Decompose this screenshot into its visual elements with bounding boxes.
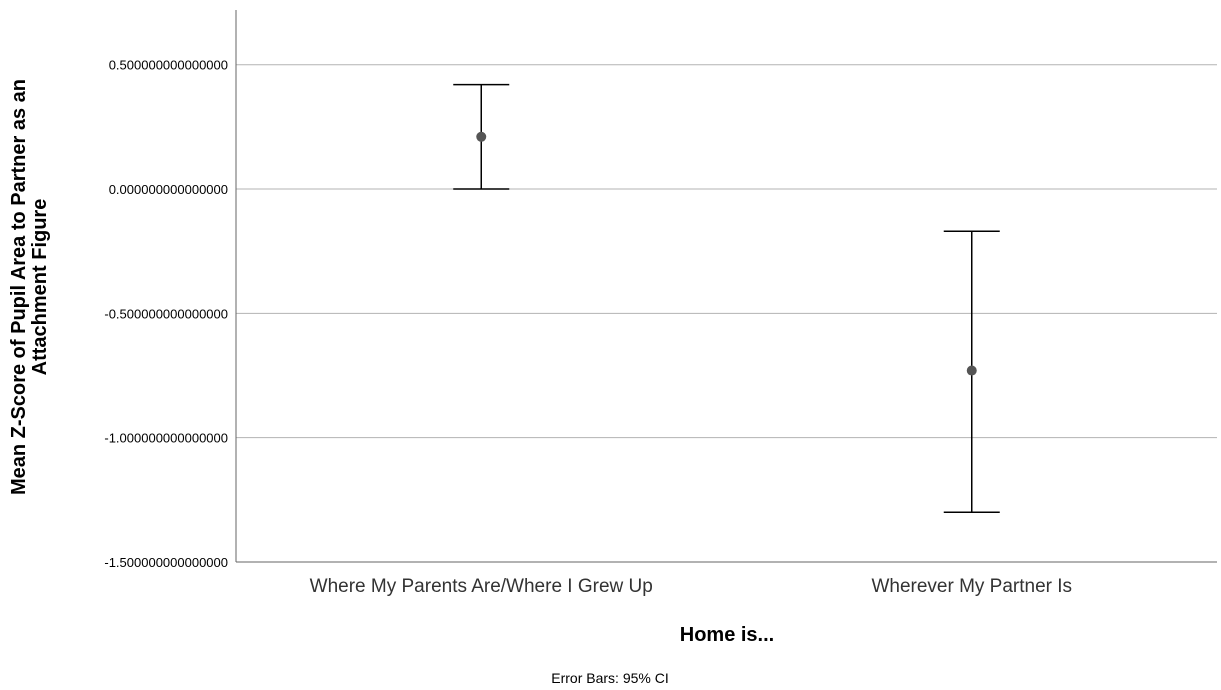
gridlines bbox=[236, 64, 1217, 439]
mean-marker bbox=[966, 365, 977, 376]
y-tick-labels: 0.500000000000000 0.000000000000000 -0.500… bbox=[104, 58, 228, 570]
y-tick-label: -1.000000000000000 bbox=[104, 431, 228, 446]
x-category-labels: Where My Parents Are/Where I Grew Up Wher… bbox=[310, 576, 1072, 597]
mean-marker bbox=[476, 131, 487, 142]
y-tick-label: -0.500000000000000 bbox=[104, 306, 228, 321]
y-axis-title-line-2: Attachment Figure bbox=[29, 199, 51, 376]
y-axis-title: Mean Z-Score of Pupil Area to Partner as… bbox=[8, 79, 51, 495]
x-axis-title: Home is... bbox=[680, 624, 774, 646]
y-tick-label: -1.500000000000000 bbox=[104, 555, 228, 570]
footnote: Error Bars: 95% CI bbox=[551, 670, 668, 686]
x-category-label: Wherever My Partner Is bbox=[871, 576, 1072, 597]
y-tick-label: 0.000000000000000 bbox=[109, 182, 228, 197]
x-category-label: Where My Parents Are/Where I Grew Up bbox=[310, 576, 653, 597]
y-axis-title-line-1: Mean Z-Score of Pupil Area to Partner as… bbox=[8, 79, 30, 495]
y-tick-label: 0.500000000000000 bbox=[109, 58, 228, 73]
error-bars bbox=[453, 83, 1000, 514]
